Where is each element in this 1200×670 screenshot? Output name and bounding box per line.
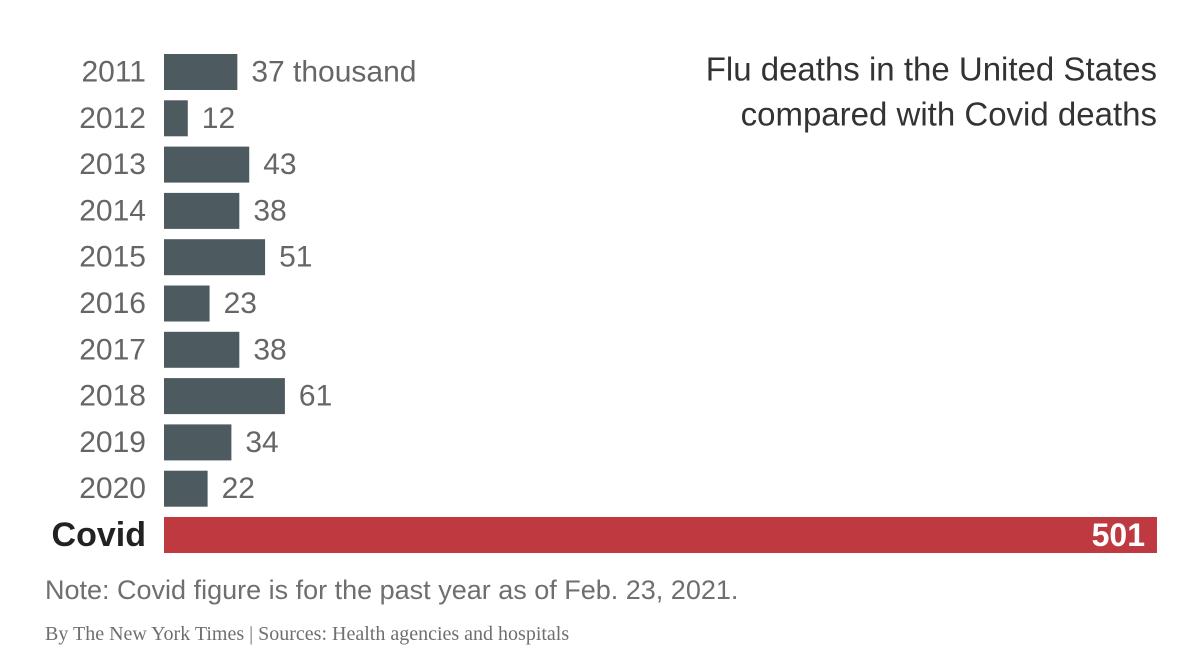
bar-2017 — [164, 331, 240, 368]
category-label-covid: Covid — [52, 516, 146, 554]
value-label-2018: 61 — [299, 380, 332, 413]
category-label-2015: 2015 — [79, 241, 146, 274]
category-label-2014: 2014 — [79, 194, 146, 227]
category-label-2018: 2018 — [79, 380, 146, 413]
chart-title-line-1: Flu deaths in the United States — [706, 51, 1157, 88]
value-label-2020: 22 — [222, 472, 255, 505]
bar-2018 — [164, 378, 285, 415]
category-label-2017: 2017 — [79, 333, 146, 366]
value-label-2013: 43 — [263, 148, 296, 181]
bars: 2011 37 thousand 2012 12 2013 43 2014 38 2015 51 2… — [52, 54, 1157, 554]
bar-2012 — [164, 100, 188, 137]
bar-covid — [164, 517, 1157, 553]
bar-2016 — [164, 285, 210, 322]
value-label-2014: 38 — [253, 194, 286, 227]
chart-note: Note: Covid figure is for the past year … — [45, 575, 739, 605]
category-label-2020: 2020 — [79, 472, 146, 505]
bar-2011 — [164, 54, 238, 90]
category-label-2016: 2016 — [79, 287, 146, 320]
bar-2014 — [164, 192, 240, 229]
chart-title: Flu deaths in the United States compared … — [706, 51, 1157, 133]
bar-2020 — [164, 470, 208, 507]
category-label-2011: 2011 — [81, 56, 146, 89]
value-label-2019: 34 — [245, 426, 278, 459]
bar-2019 — [164, 424, 232, 461]
value-label-2017: 38 — [253, 333, 286, 366]
category-label-2019: 2019 — [79, 426, 146, 459]
value-label-2011: 37 thousand — [251, 56, 416, 89]
bar-2015 — [164, 239, 266, 276]
value-label-covid: 501 — [1092, 517, 1145, 553]
category-label-2012: 2012 — [79, 102, 146, 135]
value-label-2015: 51 — [279, 241, 312, 274]
chart-title-line-2: compared with Covid deaths — [741, 96, 1157, 133]
category-label-2013: 2013 — [79, 148, 146, 181]
value-label-2012: 12 — [202, 102, 235, 135]
bar-2013 — [164, 146, 250, 183]
value-label-2016: 23 — [224, 287, 257, 320]
chart-credit: By The New York Times | Sources: Health … — [45, 623, 570, 645]
